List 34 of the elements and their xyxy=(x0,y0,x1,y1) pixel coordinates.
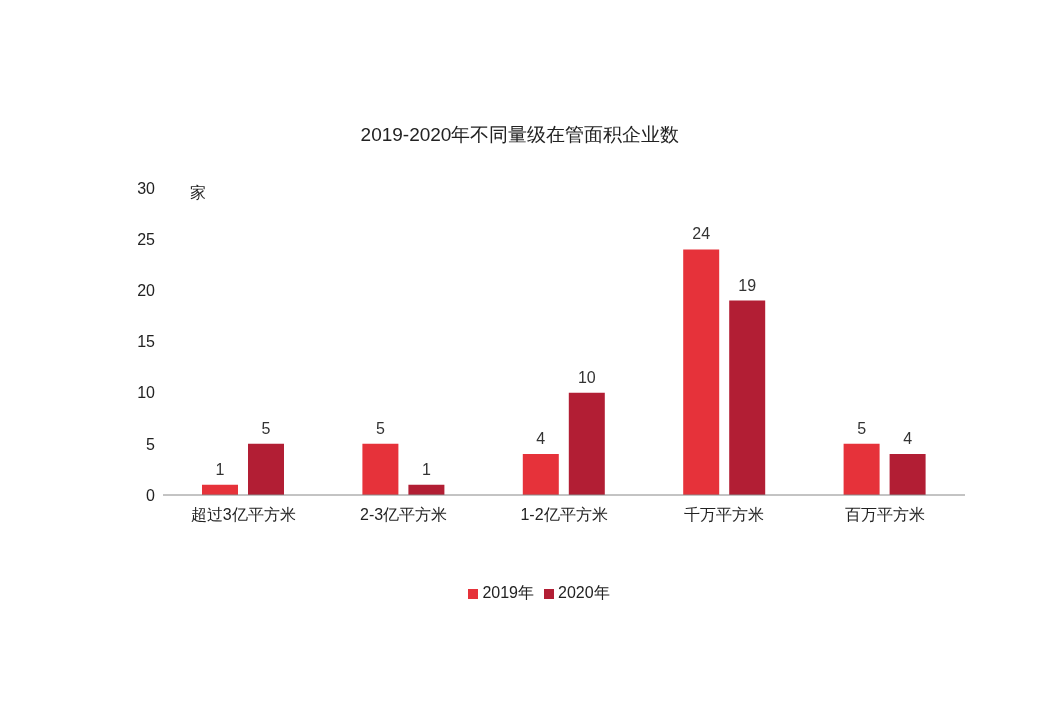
bar xyxy=(362,443,399,495)
data-label: 5 xyxy=(261,419,271,437)
data-label: 4 xyxy=(903,430,913,448)
y-tick-label: 10 xyxy=(137,384,156,402)
y-tick-label: 30 xyxy=(137,179,156,197)
chart-title: 2019-2020年不同量级在管面积企业数 xyxy=(359,123,681,147)
data-label: 5 xyxy=(375,419,385,437)
x-tick-label: 百万平方米 xyxy=(844,506,925,524)
legend-label: 2019年 xyxy=(482,584,534,601)
y-axis-title: 家 xyxy=(190,183,206,203)
y-tick-label: 0 xyxy=(146,486,156,504)
bar xyxy=(843,443,880,495)
bar xyxy=(522,454,559,495)
x-tick-label: 2-3亿平方米 xyxy=(360,506,448,524)
data-label: 4 xyxy=(536,430,546,448)
x-tick-label: 千万平方米 xyxy=(684,506,765,524)
data-label: 1 xyxy=(215,460,225,478)
bar xyxy=(248,443,284,495)
y-tick-label: 5 xyxy=(146,435,156,453)
data-label: 5 xyxy=(857,419,867,437)
x-tick-label: 超过3亿平方米 xyxy=(190,506,296,524)
x-tick-label: 1-2亿平方米 xyxy=(520,506,608,524)
bar xyxy=(889,454,926,495)
data-label: 10 xyxy=(577,368,596,386)
data-label: 1 xyxy=(421,460,431,478)
y-tick-label: 15 xyxy=(137,333,156,351)
bar xyxy=(683,249,720,495)
data-label: 24 xyxy=(692,225,711,243)
legend-label: 2020年 xyxy=(558,584,610,601)
y-tick-label: 20 xyxy=(137,282,156,300)
y-tick-label: 25 xyxy=(137,230,156,248)
bar xyxy=(568,392,605,495)
bar xyxy=(729,300,766,495)
data-label: 19 xyxy=(738,276,757,294)
